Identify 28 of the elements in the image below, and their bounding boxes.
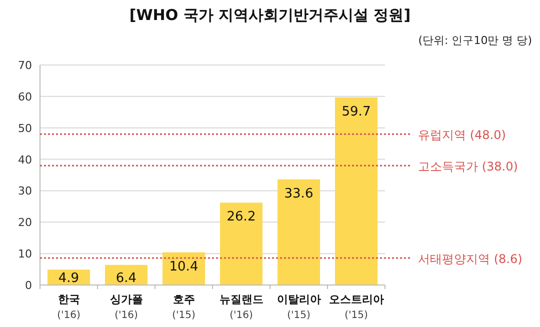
x-tick-label: 한국 ('16) — [57, 293, 80, 321]
data-label: 33.6 — [284, 186, 314, 202]
data-label: 6.4 — [116, 271, 137, 286]
y-tick-label: 70 — [18, 59, 32, 72]
y-tick-label: 40 — [18, 153, 32, 166]
data-label: 26.2 — [226, 210, 256, 225]
text: (단위: 인구10만 명 당) — [418, 34, 532, 47]
chart-title: [WHO 국가 지역사회기반거주시설 정원] — [129, 6, 411, 24]
x-tick-label: 호주 ('15) — [172, 293, 196, 321]
y-tick-label: 20 — [18, 216, 32, 230]
y-tick-label: 10 — [18, 248, 32, 261]
y-tick-label: 60 — [18, 90, 32, 104]
y-tick-label: 50 — [18, 122, 32, 135]
x-tick-label: 뉴질랜드 ('16) — [219, 293, 264, 321]
data-label: 10.4 — [169, 259, 198, 274]
ref-line-label: 서태평양지역 (8.6) — [418, 252, 522, 266]
y-tick-label: 30 — [18, 184, 32, 198]
data-label: 59.7 — [342, 104, 371, 120]
ref-line-label: 유럽지역 (48.0) — [418, 128, 506, 142]
y-tick-label: 0 — [25, 279, 32, 292]
ref-line-label: 고소득국가 (38.0) — [418, 160, 518, 174]
bar — [334, 97, 378, 285]
x-tick-label: 오스트리아 ('15) — [328, 293, 384, 321]
x-tick-label: 이탈리아 ('15) — [276, 293, 321, 321]
bar — [220, 202, 263, 285]
data-label: 4.9 — [58, 271, 80, 286]
x-tick-label: 싱가폴 ('16) — [110, 293, 143, 321]
bar — [277, 179, 320, 285]
